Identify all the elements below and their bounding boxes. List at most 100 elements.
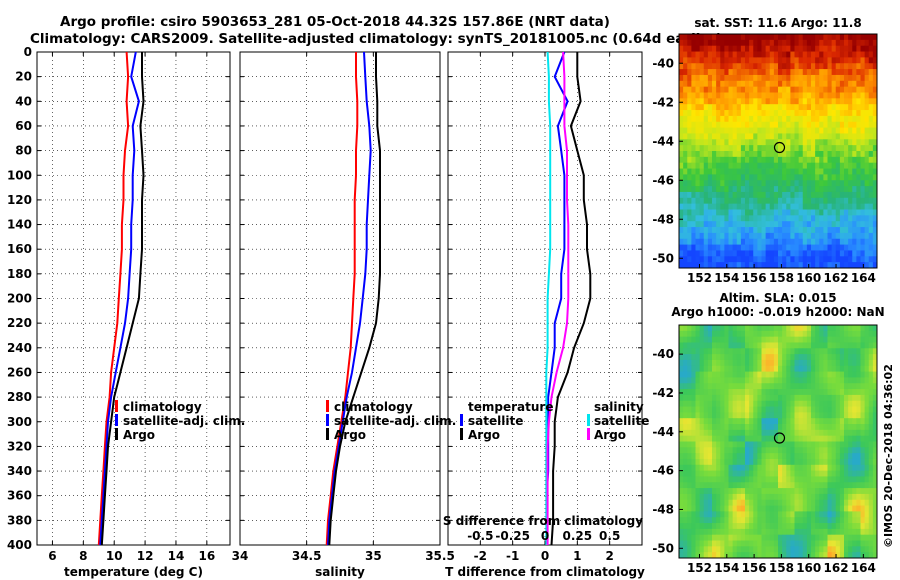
map-cell	[757, 505, 762, 512]
map-cell	[773, 80, 779, 88]
map-cell	[819, 98, 824, 105]
map-cell	[786, 98, 791, 105]
map-cell	[806, 256, 812, 263]
map-cell	[811, 505, 816, 512]
map-cell	[724, 493, 729, 501]
map-cell	[773, 336, 779, 343]
map-cell	[806, 69, 812, 76]
map-cell	[749, 63, 754, 70]
map-cell	[695, 447, 701, 454]
map-cell	[802, 63, 808, 70]
map-cell	[798, 470, 804, 477]
map-cell	[707, 354, 713, 361]
map-cell	[683, 39, 688, 47]
map-cell	[703, 470, 709, 477]
map-cell	[868, 354, 874, 361]
map-cell	[683, 74, 688, 82]
map-cell	[790, 493, 795, 501]
map-cell	[794, 330, 800, 338]
map-cell	[798, 45, 804, 52]
map-cell	[864, 528, 870, 536]
map-cell	[835, 441, 841, 448]
map-cell	[802, 221, 808, 228]
map-cell	[782, 262, 787, 269]
map-cell	[716, 528, 721, 536]
map-cell	[769, 104, 775, 111]
map-cell	[765, 121, 771, 128]
map-cell	[778, 92, 783, 99]
map-cell	[794, 499, 800, 506]
map-cell	[831, 121, 837, 128]
map-cell	[728, 256, 734, 263]
map-cell	[707, 104, 713, 111]
map-cell	[823, 488, 828, 495]
map-cell	[811, 488, 816, 495]
map-cell	[761, 80, 767, 88]
x-tick-label: -2	[474, 549, 487, 563]
map-cell	[860, 203, 866, 210]
map-cell	[691, 389, 696, 396]
map-cell	[852, 546, 857, 553]
map-cell	[712, 534, 717, 541]
map-cell	[864, 39, 870, 47]
map-cell	[765, 86, 771, 93]
map-cell	[720, 406, 725, 413]
map-cell	[732, 51, 738, 58]
map-cell	[761, 250, 767, 257]
map-cell	[736, 232, 742, 240]
map-cell	[794, 227, 800, 234]
map-cell	[823, 221, 828, 228]
map-cell	[753, 180, 758, 187]
map-cell	[745, 447, 750, 454]
map-cell	[728, 151, 734, 158]
map-cell	[868, 98, 874, 105]
map-cell	[712, 435, 717, 442]
map-cell	[831, 336, 837, 343]
map-cell	[761, 86, 767, 93]
map-cell	[699, 354, 705, 361]
map-cell	[769, 389, 775, 396]
map-cell	[872, 186, 878, 193]
map-cell	[827, 86, 833, 93]
map-cell	[695, 424, 701, 431]
map-cell	[728, 400, 734, 407]
map-cell	[679, 232, 684, 240]
map-cell	[765, 371, 771, 378]
map-cell	[699, 424, 705, 431]
map-cell	[749, 115, 754, 123]
map-x-tick-label: 162	[824, 561, 849, 575]
map-cell	[724, 470, 729, 477]
map-cell	[819, 168, 824, 175]
map-cell	[683, 523, 688, 530]
map-cell	[716, 540, 721, 547]
map-cell	[773, 429, 779, 437]
map-cell	[683, 168, 688, 175]
map-cell	[712, 162, 717, 169]
map-cell	[773, 412, 779, 419]
map-cell	[703, 435, 709, 442]
map-cell	[757, 523, 762, 530]
map-cell	[736, 51, 742, 58]
map-cell	[765, 74, 771, 82]
map-cell	[716, 441, 721, 448]
map-cell	[765, 365, 771, 372]
map-cell	[794, 110, 800, 117]
map-cell	[712, 69, 717, 76]
map-cell	[844, 110, 849, 117]
map-cell	[691, 325, 696, 332]
map-cell	[679, 215, 684, 222]
map-cell	[679, 180, 684, 187]
y-tick-label: 280	[7, 390, 32, 404]
map-cell	[761, 238, 767, 245]
map-cell	[679, 139, 684, 146]
map-cell	[699, 523, 705, 530]
map-cell	[819, 209, 824, 216]
map-cell	[844, 168, 849, 175]
map-cell	[872, 330, 878, 338]
map-cell	[778, 458, 783, 466]
map-cell	[749, 133, 754, 140]
map-cell	[687, 546, 692, 553]
map-cell	[844, 406, 849, 413]
map-frame	[678, 324, 878, 559]
map-cell	[691, 203, 696, 210]
